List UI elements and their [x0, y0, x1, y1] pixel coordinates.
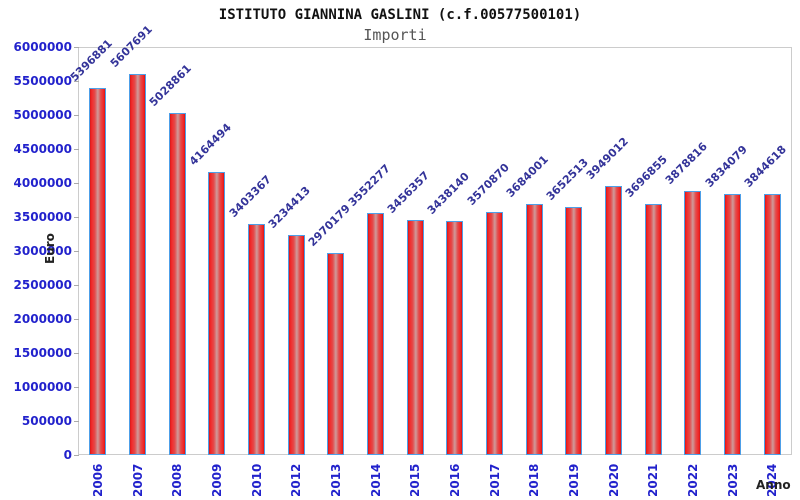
y-tick-label: 5000000 [13, 108, 72, 122]
bar [248, 223, 265, 455]
y-tick-mark [74, 183, 79, 184]
x-axis-title: Anno [756, 478, 791, 492]
bar [486, 212, 503, 455]
y-tick-mark [74, 421, 79, 422]
x-tick-label: 2014 [368, 463, 383, 497]
x-tick-label: 2013 [328, 463, 343, 497]
x-tick-label: 2009 [209, 463, 224, 497]
bar [525, 204, 543, 455]
bar [644, 203, 662, 455]
x-tick-label: 2016 [447, 463, 462, 497]
bar [168, 113, 186, 455]
bar [565, 206, 583, 455]
y-tick-mark [74, 81, 79, 82]
y-tick-label: 1000000 [13, 380, 72, 394]
x-tick-label: 2015 [408, 463, 423, 497]
y-tick-label: 6000000 [13, 40, 72, 54]
bar [367, 213, 384, 455]
y-tick-label: 3500000 [13, 210, 72, 224]
y-tick-label: 1500000 [13, 346, 72, 360]
x-tick-label: 2007 [130, 463, 145, 497]
plot-area [78, 47, 792, 455]
x-tick-label: 2021 [646, 463, 661, 497]
y-tick-mark [74, 251, 79, 252]
x-tick-label: 2020 [606, 463, 621, 497]
y-tick-label: 2500000 [13, 278, 72, 292]
bar [406, 219, 424, 455]
bar [89, 88, 107, 455]
bar [208, 171, 226, 455]
y-tick-mark [74, 285, 79, 286]
x-tick-label: 2006 [90, 463, 105, 497]
chart-subtitle: Importi [363, 26, 427, 44]
y-tick-mark [74, 217, 79, 218]
x-tick-label: 2017 [487, 463, 502, 497]
y-tick-mark [74, 353, 79, 354]
y-tick-mark [74, 149, 79, 150]
y-tick-label: 5500000 [13, 74, 72, 88]
y-tick-label: 500000 [21, 414, 72, 428]
x-tick-label: 2023 [725, 463, 740, 497]
bar [724, 194, 741, 455]
y-tick-mark [74, 387, 79, 388]
y-tick-label: 3000000 [13, 244, 72, 258]
x-tick-label: 2008 [170, 463, 185, 497]
y-tick-label: 4000000 [13, 176, 72, 190]
y-tick-mark [74, 115, 79, 116]
bar [763, 193, 781, 455]
x-tick-label: 2010 [249, 463, 264, 497]
bar [605, 186, 622, 455]
y-tick-label: 2000000 [13, 312, 72, 326]
x-tick-label: 2019 [566, 463, 581, 497]
chart-title: ISTITUTO GIANNINA GASLINI (c.f.005775001… [218, 7, 582, 23]
x-tick-label: 2022 [685, 463, 700, 497]
x-tick-label: 2012 [289, 463, 304, 497]
bar [684, 191, 702, 455]
y-tick-mark [74, 47, 79, 48]
y-axis-title: Euro [43, 233, 57, 264]
y-tick-label: 0 [63, 448, 72, 462]
y-tick-label: 4500000 [13, 142, 72, 156]
bar [287, 235, 305, 455]
bar [446, 221, 464, 455]
bar [327, 253, 345, 455]
x-tick-label: 2018 [527, 463, 542, 497]
y-tick-mark [74, 319, 79, 320]
bar [129, 73, 146, 455]
y-tick-mark [74, 455, 79, 456]
